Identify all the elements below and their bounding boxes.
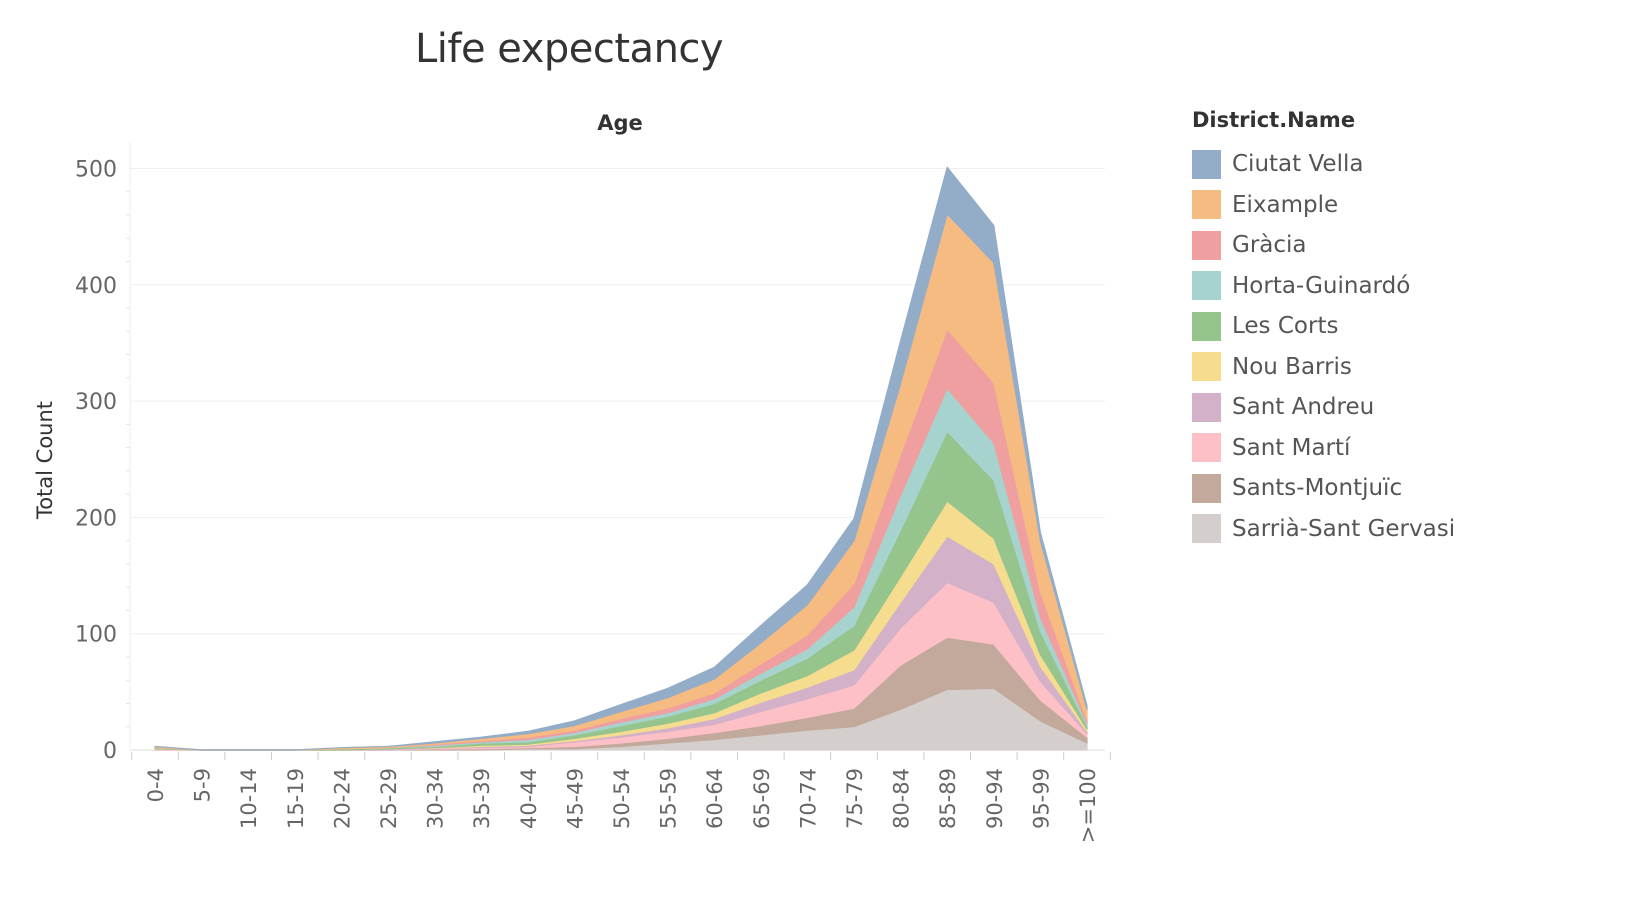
legend-label: Sant Andreu: [1232, 394, 1375, 421]
axes: 0 100 200 300 400 500 0-4 5-9 10-14 15-19 20-24 25-…: [75, 142, 1111, 843]
legend-title: District.Name: [1192, 108, 1356, 132]
legend: District.Name Ciutat Vella Eixample Gràcia…: [1192, 108, 1455, 549]
x-tick-label: 90-94: [983, 768, 1007, 829]
x-tick-label: 45-49: [563, 768, 587, 829]
x-tick-label: 80-84: [890, 768, 914, 829]
legend-label: Gràcia: [1232, 232, 1307, 259]
y-axis-label: Total Count: [33, 401, 57, 520]
legend-item[interactable]: Sant Martí: [1192, 428, 1455, 469]
legend-item[interactable]: Eixample: [1192, 185, 1455, 226]
legend-label: Sants-Montjuïc: [1232, 475, 1403, 502]
legend-label: Nou Barris: [1232, 353, 1352, 380]
legend-swatch: [1192, 149, 1221, 179]
x-tick-label: 0-4: [144, 768, 168, 802]
x-tick-label: 35-39: [470, 768, 494, 829]
legend-swatch: [1192, 433, 1221, 463]
legend-swatch: [1192, 311, 1221, 341]
legend-swatch: [1192, 514, 1221, 544]
legend-label: Sant Martí: [1232, 434, 1351, 461]
legend-swatch: [1192, 230, 1221, 260]
x-tick-label: 25-29: [377, 768, 401, 829]
area-series-layer: [154, 166, 1088, 751]
x-tick-label: 50-54: [610, 768, 634, 829]
y-tick-label: 500: [75, 158, 117, 183]
legend-label: Les Corts: [1232, 313, 1339, 340]
x-tick-label: 10-14: [237, 768, 261, 829]
y-tick-label: 0: [103, 739, 117, 764]
legend-swatch: [1192, 190, 1221, 220]
x-tick-label: >=100: [1076, 768, 1100, 843]
legend-label: Sarrià-Sant Gervasi: [1232, 515, 1456, 542]
x-tick-label: 40-44: [517, 768, 541, 829]
x-tick-label: 30-34: [424, 768, 448, 829]
legend-item[interactable]: Sants-Montjuïc: [1192, 468, 1455, 509]
x-tick-label: 85-89: [936, 768, 960, 829]
area-series-ciutat-vella[interactable]: [154, 166, 1088, 751]
legend-item[interactable]: Gràcia: [1192, 225, 1455, 266]
x-tick-label: 15-19: [284, 768, 308, 829]
chart-title: Life expectancy: [415, 26, 724, 72]
x-tick-label: 95-99: [1029, 768, 1053, 829]
x-tick-label: 65-69: [750, 768, 774, 829]
legend-swatch: [1192, 392, 1221, 422]
legend-swatch: [1192, 271, 1221, 301]
legend-item[interactable]: Horta-Guinardó: [1192, 266, 1455, 307]
y-tick-label: 100: [75, 623, 117, 648]
legend-item[interactable]: Nou Barris: [1192, 347, 1455, 388]
x-tick-label: 75-79: [843, 768, 867, 829]
x-tick-label: 5-9: [191, 768, 215, 802]
legend-swatch: [1192, 473, 1221, 503]
legend-swatch: [1192, 352, 1221, 382]
x-axis-label: Age: [597, 111, 643, 135]
legend-label: Eixample: [1232, 191, 1339, 218]
y-tick-label: 400: [75, 274, 117, 299]
y-tick-label: 300: [75, 390, 117, 415]
x-tick-label: 55-59: [657, 768, 681, 829]
y-tick-label: 200: [75, 506, 117, 531]
x-tick-label: 20-24: [330, 768, 354, 829]
legend-item[interactable]: Sarrià-Sant Gervasi: [1192, 509, 1455, 550]
legend-items: Ciutat Vella Eixample Gràcia Horta-Guinardó…: [1192, 144, 1455, 549]
legend-item[interactable]: Ciutat Vella: [1192, 144, 1455, 185]
legend-label: Ciutat Vella: [1232, 151, 1364, 178]
legend-item[interactable]: Les Corts: [1192, 306, 1455, 347]
x-tick-label: 70-74: [796, 768, 820, 829]
legend-item[interactable]: Sant Andreu: [1192, 387, 1455, 428]
legend-label: Horta-Guinardó: [1232, 272, 1411, 299]
x-tick-label: 60-64: [703, 768, 727, 829]
